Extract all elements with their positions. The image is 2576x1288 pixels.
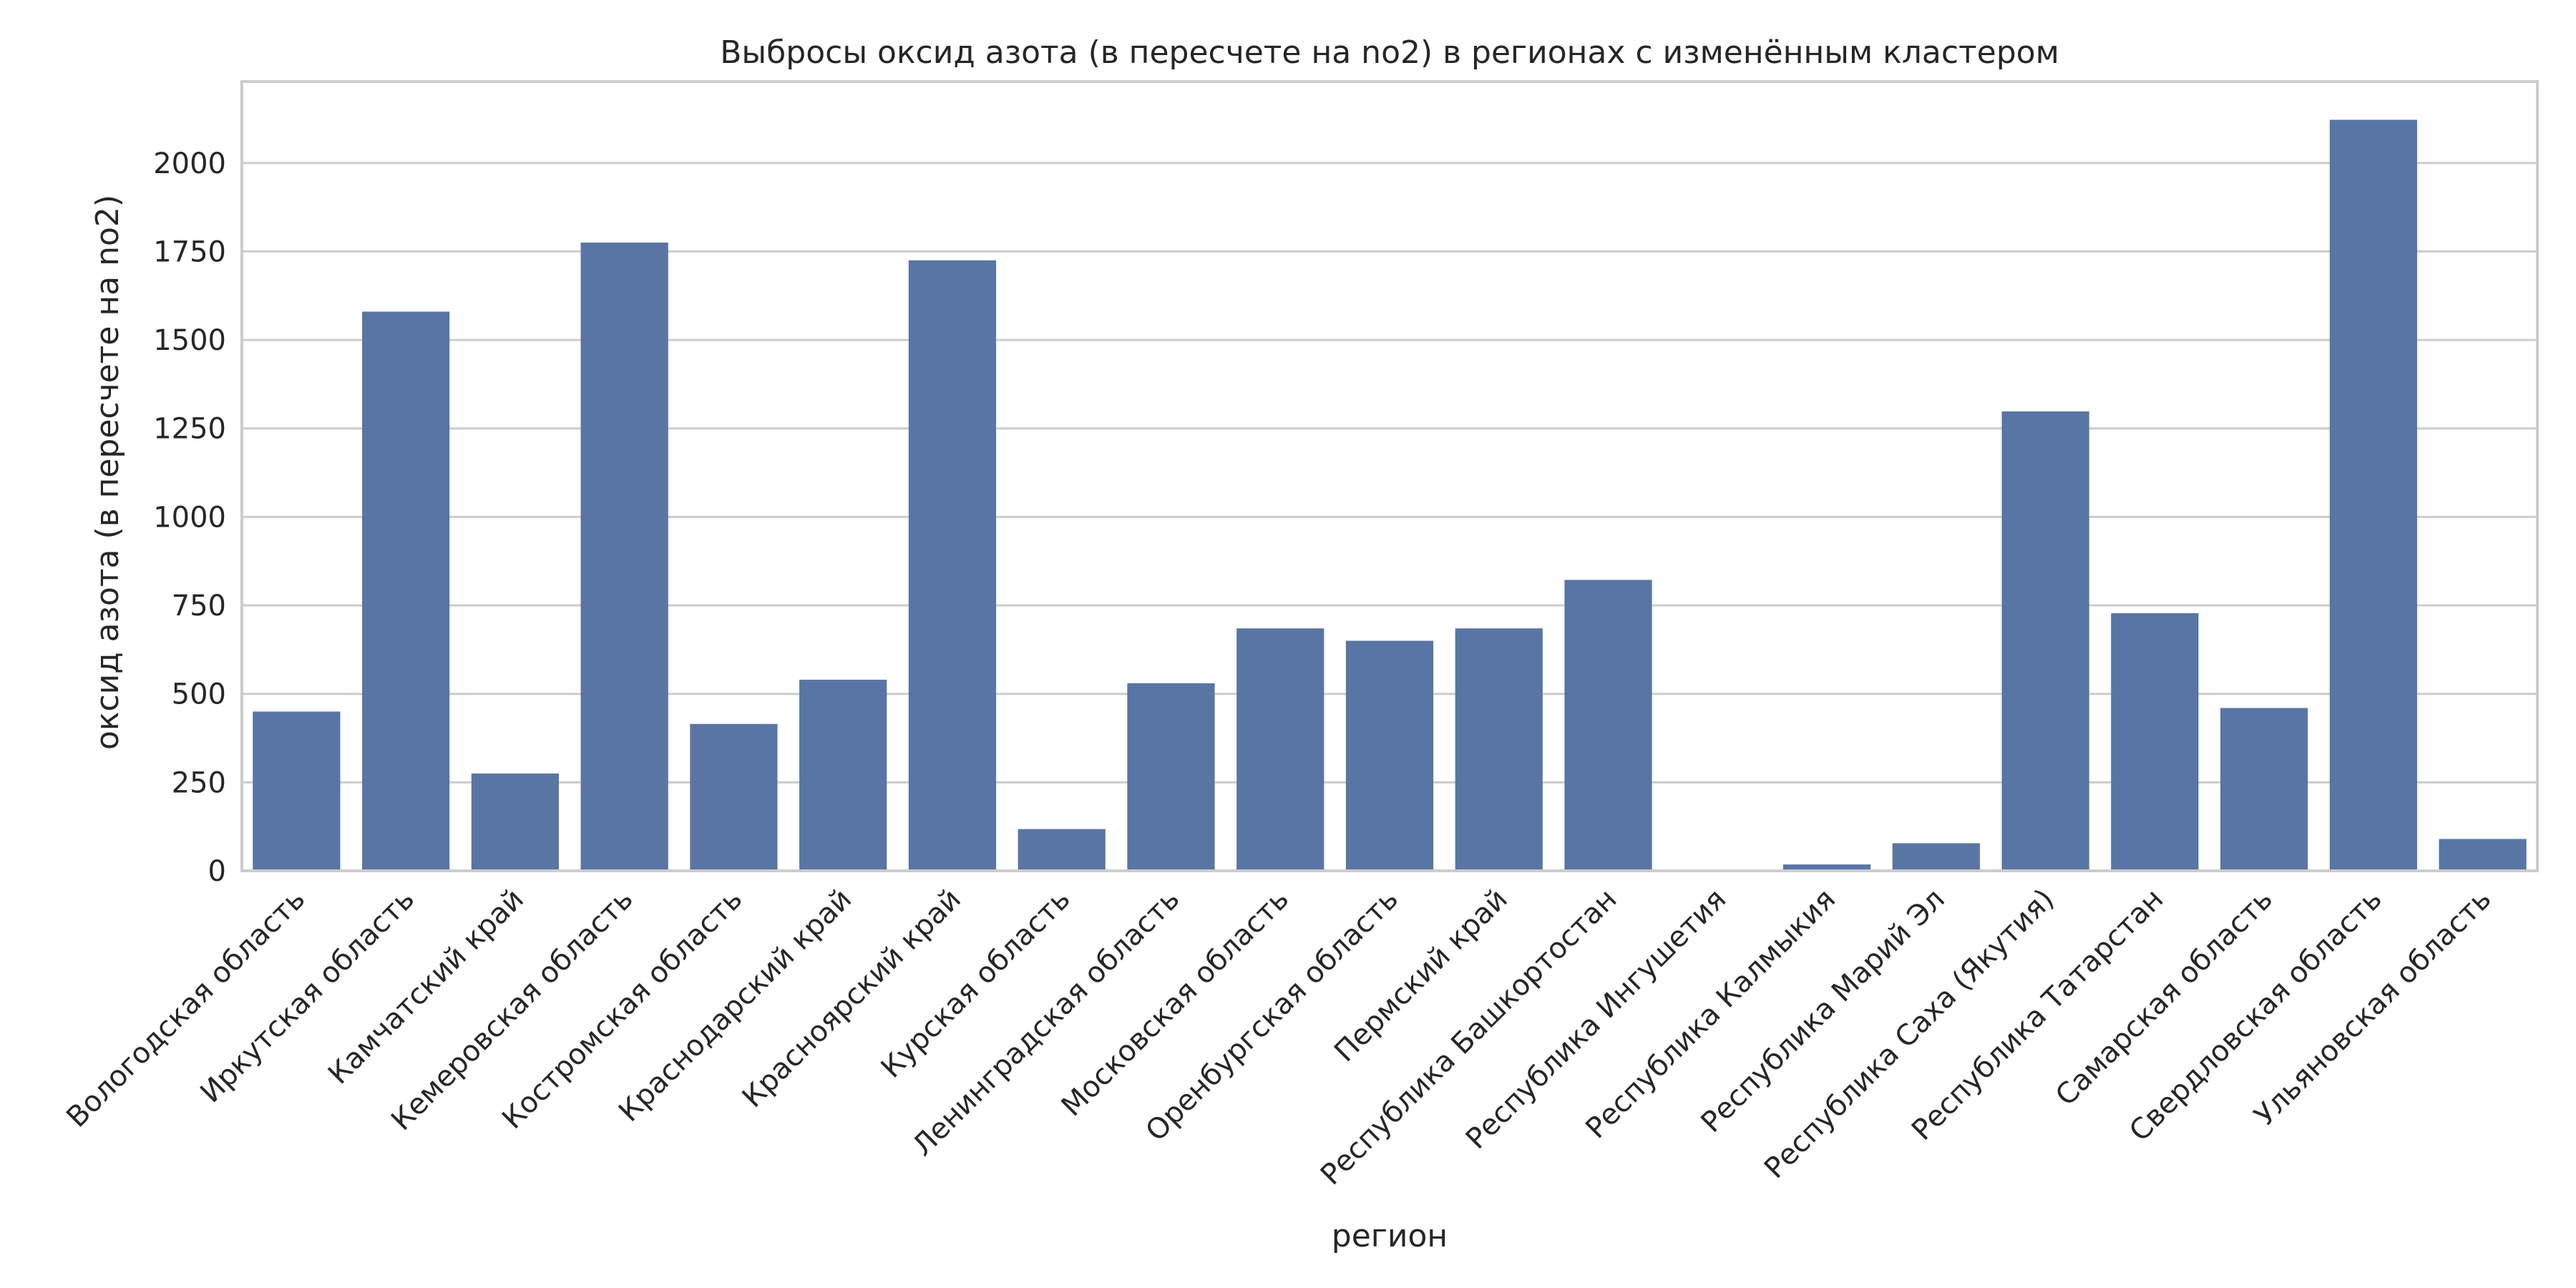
bar <box>1455 628 1543 871</box>
bars <box>253 119 2527 872</box>
bar <box>2329 119 2417 872</box>
chart-title: Выбросы оксид азота (в пересчете на no2)… <box>720 34 2059 71</box>
x-tick-label: Иркутская область <box>194 883 421 1110</box>
x-axis-label: регион <box>1332 1218 1448 1254</box>
bar <box>362 311 450 872</box>
bar <box>1892 843 1980 871</box>
bar <box>253 711 341 871</box>
x-tick-label: Московская область <box>1055 883 1296 1123</box>
bar <box>2220 708 2308 871</box>
y-tick-label: 1250 <box>153 413 226 446</box>
bar <box>690 723 778 871</box>
x-tick-label: Камчатский край <box>322 883 530 1091</box>
bar <box>580 243 668 871</box>
y-tick-label: 1000 <box>153 501 226 534</box>
bar <box>1564 580 1652 871</box>
bar <box>908 260 997 872</box>
bar <box>1782 864 1871 871</box>
bar <box>1018 829 1106 871</box>
bar <box>1345 640 1434 871</box>
bar <box>799 679 887 871</box>
bar <box>2439 839 2527 871</box>
y-axis-label: оксид азота (в пересчете на no2) <box>89 195 126 750</box>
bar <box>1236 628 1324 871</box>
bar <box>1127 683 1215 871</box>
y-tick-label: 750 <box>172 590 226 623</box>
y-tick-label: 1750 <box>153 235 226 268</box>
y-tick-label: 1500 <box>153 324 226 357</box>
bar <box>2001 411 2089 871</box>
x-tick-label: Самарская область <box>2049 883 2279 1113</box>
y-tick-label: 500 <box>172 678 226 711</box>
bar <box>2111 613 2199 871</box>
y-tick-label: 0 <box>208 855 226 888</box>
bar <box>471 773 560 871</box>
plot-frame <box>240 80 2539 872</box>
y-tick-label: 250 <box>172 766 226 799</box>
y-tick-labels: 0 250 500 750 1000 1250 1500 1750 2000 <box>153 147 226 888</box>
x-tick-label: Курская область <box>875 883 1077 1085</box>
y-tick-label: 2000 <box>153 147 226 180</box>
x-tick-label: Красноярский край <box>736 883 967 1114</box>
